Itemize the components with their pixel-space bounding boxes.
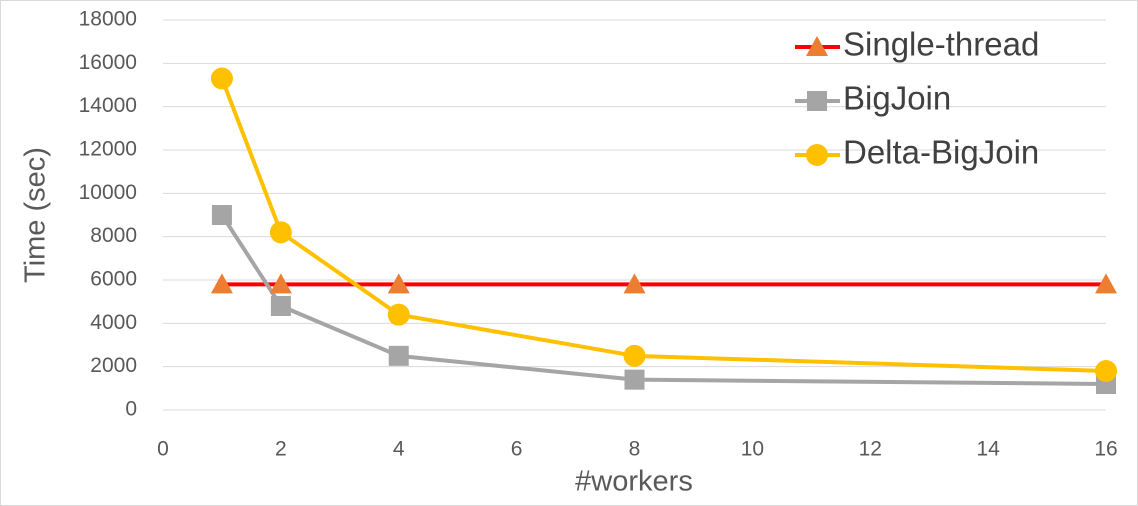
data-point (1095, 360, 1117, 382)
y-tick-label: 4000 (90, 311, 137, 334)
x-tick-label: 4 (393, 438, 405, 461)
legend-label: Delta-BigJoin (843, 134, 1039, 171)
data-point (269, 221, 292, 244)
x-tick-label: 6 (511, 438, 523, 461)
data-point (210, 273, 233, 294)
y-tick-label: 8000 (90, 224, 137, 247)
x-tick-label: 10 (741, 438, 764, 461)
y-tick-label: 16000 (79, 51, 137, 74)
y-tick-label: 10000 (79, 181, 137, 204)
data-point (387, 303, 410, 326)
data-point (623, 273, 646, 294)
legend-label: Single-thread (843, 26, 1039, 63)
y-tick-label: 18000 (79, 8, 137, 31)
data-point (1095, 273, 1117, 294)
x-tick-label: 8 (629, 438, 641, 461)
legend-marker (807, 91, 827, 111)
x-tick-label: 0 (157, 438, 169, 461)
legend-marker (806, 144, 828, 166)
data-point (387, 273, 410, 294)
y-tick-label: 2000 (90, 354, 137, 377)
y-tick-label: 12000 (79, 138, 137, 161)
data-point (270, 296, 291, 316)
x-tick-label: 16 (1094, 438, 1117, 461)
legend-marker (806, 36, 828, 56)
x-tick-label: 12 (859, 438, 882, 461)
x-tick-label: 2 (275, 438, 287, 461)
y-tick-label: 0 (125, 398, 137, 421)
y-tick-label: 14000 (79, 94, 137, 117)
data-point (210, 67, 233, 90)
y-tick-label: 6000 (90, 268, 137, 291)
x-axis-title: #workers (575, 466, 693, 498)
x-tick-label: 14 (976, 438, 1000, 461)
data-point (269, 273, 292, 294)
legend-label: BigJoin (843, 80, 951, 117)
data-point (623, 344, 646, 367)
data-point (211, 205, 232, 225)
y-axis-title: Time (sec) (20, 147, 52, 283)
data-point (624, 369, 645, 390)
data-point (388, 345, 409, 366)
